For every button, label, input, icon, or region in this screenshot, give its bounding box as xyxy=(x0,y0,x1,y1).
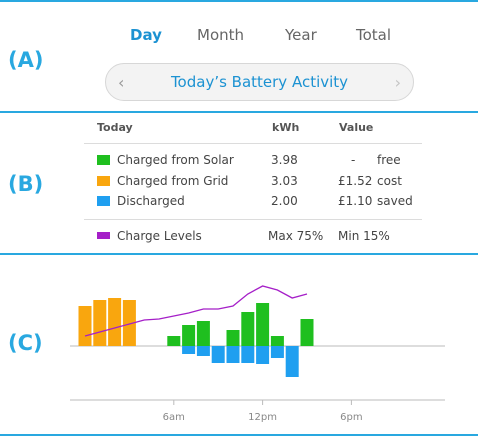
section-divider xyxy=(0,0,478,2)
discharge-bar xyxy=(241,346,255,363)
grid-charge-bar xyxy=(108,298,122,346)
table-header-value: Value xyxy=(339,121,374,134)
discharge-bar xyxy=(211,346,225,363)
date-navigator: ‹ Today’s Battery Activity › xyxy=(105,63,414,101)
solar-charge-bar xyxy=(182,325,196,346)
x-tick-label: 6am xyxy=(163,412,185,423)
section-divider xyxy=(0,111,478,113)
charge-levels-swatch xyxy=(97,232,110,239)
charge-level-line xyxy=(84,285,308,337)
navigator-title: Today’s Battery Activity xyxy=(170,73,349,91)
row-solar-note: free xyxy=(377,153,401,167)
solar-charge-bar xyxy=(300,319,314,346)
tab-total[interactable]: Total xyxy=(356,26,392,44)
discharged-swatch xyxy=(97,196,110,206)
discharge-bar xyxy=(182,346,196,354)
row-discharged-name: Discharged xyxy=(117,194,185,208)
x-tick-label: 12pm xyxy=(248,412,277,423)
table-header-kwh: kWh xyxy=(272,121,300,134)
solar-swatch xyxy=(97,155,110,165)
row-discharged-note: saved xyxy=(377,194,413,208)
table-divider xyxy=(84,143,422,144)
grid-charge-bar xyxy=(78,306,92,346)
grid-charge-bar xyxy=(122,300,136,346)
discharge-bar xyxy=(285,346,299,377)
row-solar-name: Charged from Solar xyxy=(117,153,234,167)
chevron-left-icon[interactable]: ‹ xyxy=(118,73,125,92)
section-label-a: (A) xyxy=(8,48,44,72)
section-divider xyxy=(0,253,478,255)
charge-levels-max: Max 75% xyxy=(268,229,324,243)
table-header-today: Today xyxy=(97,121,133,134)
x-tick-label: 6pm xyxy=(340,412,362,423)
section-label-c: (C) xyxy=(8,331,43,355)
solar-charge-bar xyxy=(167,336,181,346)
tab-year[interactable]: Year xyxy=(285,26,317,44)
discharge-bar xyxy=(196,346,210,356)
solar-charge-bar xyxy=(270,336,284,346)
section-divider xyxy=(0,434,478,436)
row-grid-note: cost xyxy=(377,174,402,188)
row-grid-amount: £1.52 xyxy=(338,174,373,188)
chevron-right-icon[interactable]: › xyxy=(394,73,401,92)
discharge-bar xyxy=(270,346,284,358)
grid-charge-bar xyxy=(93,300,107,346)
row-discharged-amount: £1.10 xyxy=(338,194,373,208)
grid-swatch xyxy=(97,176,110,186)
charge-levels-name: Charge Levels xyxy=(117,229,202,243)
tab-month[interactable]: Month xyxy=(197,26,245,44)
row-grid-name: Charged from Grid xyxy=(117,174,229,188)
solar-charge-bar xyxy=(226,330,240,346)
section-label-b: (B) xyxy=(8,172,44,196)
discharge-bar xyxy=(226,346,240,363)
row-solar-amount: - xyxy=(351,153,356,167)
row-discharged-kwh: 2.00 xyxy=(271,194,298,208)
row-grid-kwh: 3.03 xyxy=(271,174,298,188)
battery-activity-chart: 6am 12pm 6pm xyxy=(70,285,445,423)
charge-levels-min: Min 15% xyxy=(338,229,390,243)
row-solar-kwh: 3.98 xyxy=(271,153,298,167)
solar-charge-bar xyxy=(241,312,255,346)
tab-day[interactable]: Day xyxy=(130,26,162,44)
solar-charge-bar xyxy=(256,303,270,346)
discharge-bar xyxy=(256,346,270,364)
solar-charge-bar xyxy=(196,321,210,346)
table-divider xyxy=(84,219,422,220)
